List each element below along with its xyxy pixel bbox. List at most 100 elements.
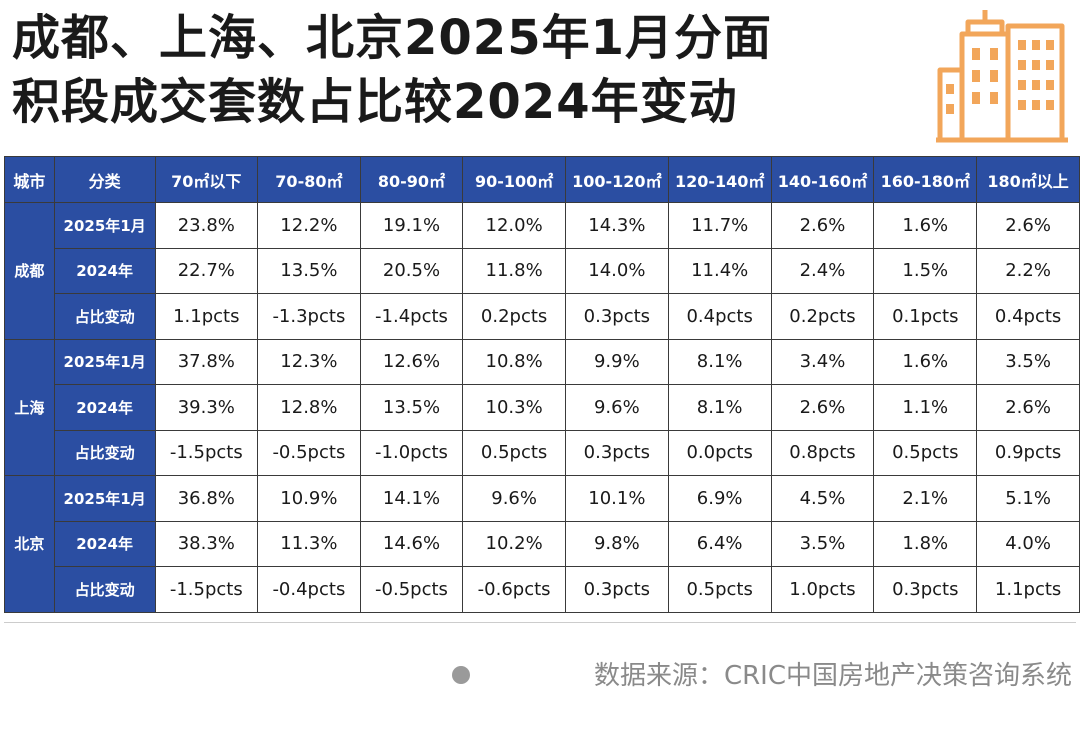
value-cell: 36.8% [154,475,259,522]
change-cell: 0.3pcts [564,429,669,476]
area-share-table: 城市 分类 70㎡以下 70-80㎡ 80-90㎡ 90-100㎡ 100-120㎡ 120-… [4,156,1080,613]
change-cell: -1.5pcts [154,566,259,613]
value-cell: 2.2% [976,247,1080,294]
value-cell: 8.1% [667,338,772,385]
value-cell: 12.3% [257,338,361,385]
value-cell: 14.3% [564,202,669,249]
change-cell: -0.6pcts [462,566,566,613]
category-cell: 2024年 [53,520,156,567]
table-row: 成都 2025年1月 23.8% 12.2% 19.1% 12.0% 14.3% 11.7% 2… [4,202,1080,340]
change-cell: 0.5pcts [873,429,978,476]
value-cell: 22.7% [154,247,259,294]
value-cell: 2.1% [873,475,978,522]
change-cell: 0.5pcts [667,566,772,613]
value-cell: 9.9% [564,338,669,385]
table-row: 2024年 39.3% 12.8% 13.5% 10.3% 9.6% 8.1% 2.6% 1.1… [5,384,1080,431]
column-header: 城市 [4,156,55,203]
column-header: 160-180㎡ [873,156,978,203]
column-header: 80-90㎡ [359,156,464,203]
divider [4,622,1076,623]
value-cell: 3.5% [770,520,875,567]
change-cell: -0.4pcts [257,566,361,613]
category-cell: 占比变动 [53,429,156,476]
table-row: 北京 2025年1月 36.8% 10.9% 14.1% 9.6% 10.1% 6.9% 4.5… [4,475,1080,613]
value-cell: 12.2% [257,202,361,249]
change-cell: -1.5pcts [154,429,259,476]
value-cell: 1.5% [873,247,978,294]
category-cell: 2025年1月 [53,202,156,249]
value-cell: 19.1% [359,202,464,249]
value-cell: 10.1% [564,475,669,522]
table-row: 上海 2025年1月 37.8% 12.3% 12.6% 10.8% 9.9% 8.1% 3.4… [4,338,1080,476]
header-row: 城市 分类 70㎡以下 70-80㎡ 80-90㎡ 90-100㎡ 100-120㎡ 120-… [4,156,1080,203]
category-cell: 占比变动 [53,566,156,613]
value-cell: 9.6% [564,384,669,431]
value-cell: 13.5% [257,247,361,294]
change-cell: -1.4pcts [359,293,464,340]
change-cell: 0.0pcts [667,429,772,476]
change-cell: -0.5pcts [359,566,464,613]
column-header: 140-160㎡ [770,156,875,203]
city-buildings-icon [936,10,1068,143]
value-cell: 10.3% [462,384,566,431]
value-cell: 38.3% [154,520,259,567]
change-cell: -0.5pcts [257,429,361,476]
title-line-1: 成都、上海、北京2025年1月分面 [12,10,772,66]
value-cell: 10.2% [462,520,566,567]
table-body: 成都 2025年1月 23.8% 12.2% 19.1% 12.0% 14.3% 11.7% 2… [4,202,1080,613]
value-cell: 8.1% [667,384,772,431]
table-row: 2024年 38.3% 11.3% 14.6% 10.2% 9.8% 6.4% 3.5% 1.8… [5,520,1080,567]
value-cell: 10.8% [462,338,566,385]
value-cell: 9.8% [564,520,669,567]
value-cell: 3.5% [976,338,1080,385]
value-cell: 39.3% [154,384,259,431]
category-cell: 2025年1月 [53,475,156,522]
chart-title: 成都、上海、北京2025年1月分面 积段成交套数占比较2024年变动 [12,6,942,134]
value-cell: 2.4% [770,247,875,294]
value-cell: 4.0% [976,520,1080,567]
value-cell: 1.6% [873,202,978,249]
value-cell: 14.0% [564,247,669,294]
change-cell: 0.3pcts [564,293,669,340]
value-cell: 1.6% [873,338,978,385]
change-cell: 0.3pcts [873,566,978,613]
table-row: 占比变动 -1.5pcts -0.4pcts -0.5pcts -0.6pcts 0.3p… [5,566,1080,613]
value-cell: 2.6% [770,202,875,249]
change-cell: 0.2pcts [462,293,566,340]
change-cell: 0.3pcts [564,566,669,613]
value-cell: 5.1% [976,475,1080,522]
change-cell: -1.3pcts [257,293,361,340]
column-header: 180㎡以上 [976,156,1080,203]
category-cell: 2024年 [53,247,156,294]
column-header: 70㎡以下 [154,156,259,203]
change-cell: 0.9pcts [976,429,1080,476]
column-header: 120-140㎡ [667,156,772,203]
title-line-2: 积段成交套数占比较2024年变动 [12,74,738,130]
city-cell: 上海 [4,338,55,476]
value-cell: 2.6% [770,384,875,431]
value-cell: 6.4% [667,520,772,567]
category-cell: 2024年 [53,384,156,431]
city-cell: 北京 [4,475,55,613]
value-cell: 14.6% [359,520,464,567]
value-cell: 12.0% [462,202,566,249]
change-cell: 0.5pcts [462,429,566,476]
value-cell: 2.6% [976,202,1080,249]
value-cell: 6.9% [667,475,772,522]
change-cell: 0.2pcts [770,293,875,340]
value-cell: 14.1% [359,475,464,522]
column-header: 分类 [53,156,156,203]
value-cell: 11.7% [667,202,772,249]
value-cell: 37.8% [154,338,259,385]
value-cell: 10.9% [257,475,361,522]
change-cell: 1.1pcts [976,566,1080,613]
column-header: 100-120㎡ [564,156,669,203]
table-row: 占比变动 -1.5pcts -0.5pcts -1.0pcts 0.5pcts 0.3pc… [5,429,1080,476]
change-cell: 0.8pcts [770,429,875,476]
source-note: 数据来源：CRIC中国房地产决策咨询系统 [593,661,1072,691]
city-cell: 成都 [4,202,55,340]
table-row: 占比变动 1.1pcts -1.3pcts -1.4pcts 0.2pcts 0.3pct… [5,293,1080,340]
change-cell: 0.4pcts [976,293,1080,340]
category-cell: 占比变动 [53,293,156,340]
value-cell: 12.6% [359,338,464,385]
